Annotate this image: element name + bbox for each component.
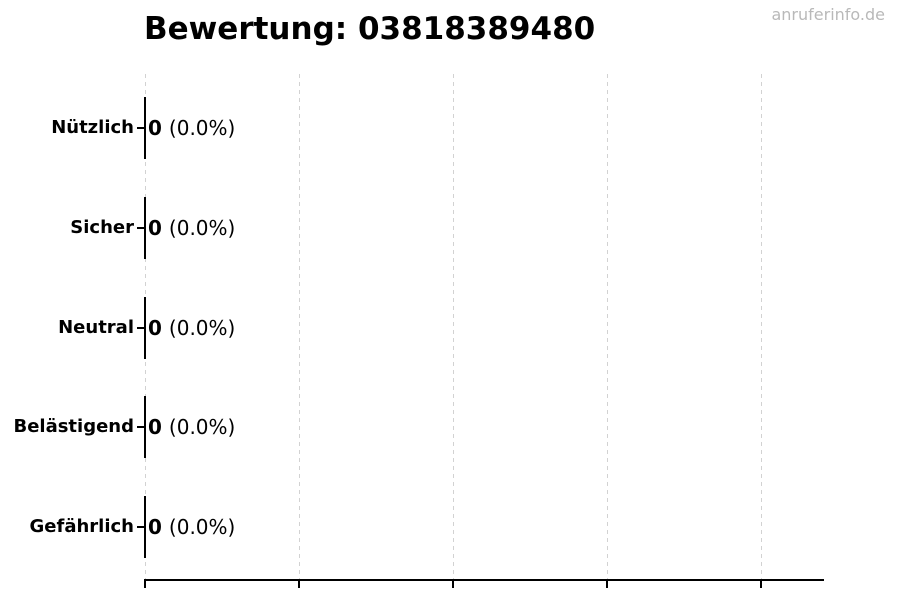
gridline xyxy=(453,74,454,579)
y-axis-tick xyxy=(137,327,144,329)
value-label: 0 (0.0%) xyxy=(148,215,235,241)
x-axis-tick xyxy=(760,581,762,588)
value-label: 0 (0.0%) xyxy=(148,115,235,141)
x-axis-line xyxy=(144,579,824,581)
y-axis-tick xyxy=(137,426,144,428)
category-label: Belästigend xyxy=(13,416,134,437)
x-axis-tick xyxy=(144,581,146,588)
value-percent: (0.0%) xyxy=(168,415,236,439)
gridline xyxy=(761,74,762,579)
bar-zero-edge xyxy=(144,297,146,359)
bar-zero-edge xyxy=(144,496,146,558)
gridline xyxy=(299,74,300,579)
x-axis-tick xyxy=(298,581,300,588)
value-percent: (0.0%) xyxy=(168,116,236,140)
y-axis-tick xyxy=(137,526,144,528)
bar-zero-edge xyxy=(144,396,146,458)
watermark: anruferinfo.de xyxy=(771,5,885,24)
value-label: 0 (0.0%) xyxy=(148,315,235,341)
value-percent: (0.0%) xyxy=(168,216,236,240)
category-label: Nützlich xyxy=(51,117,134,138)
bar-zero-edge xyxy=(144,197,146,259)
value-label: 0 (0.0%) xyxy=(148,414,235,440)
bar-zero-edge xyxy=(144,97,146,159)
category-label: Gefährlich xyxy=(29,516,134,537)
value-percent: (0.0%) xyxy=(168,515,236,539)
x-axis-tick xyxy=(606,581,608,588)
y-axis-tick xyxy=(137,227,144,229)
value-count: 0 xyxy=(148,515,162,539)
value-count: 0 xyxy=(148,216,162,240)
y-axis-tick xyxy=(137,127,144,129)
value-count: 0 xyxy=(148,316,162,340)
category-label: Neutral xyxy=(58,317,134,338)
chart-title: Bewertung: 03818389480 xyxy=(144,11,596,47)
value-percent: (0.0%) xyxy=(168,316,236,340)
x-axis-tick xyxy=(452,581,454,588)
gridline xyxy=(607,74,608,579)
value-label: 0 (0.0%) xyxy=(148,514,235,540)
category-label: Sicher xyxy=(70,217,134,238)
value-count: 0 xyxy=(148,116,162,140)
value-count: 0 xyxy=(148,415,162,439)
